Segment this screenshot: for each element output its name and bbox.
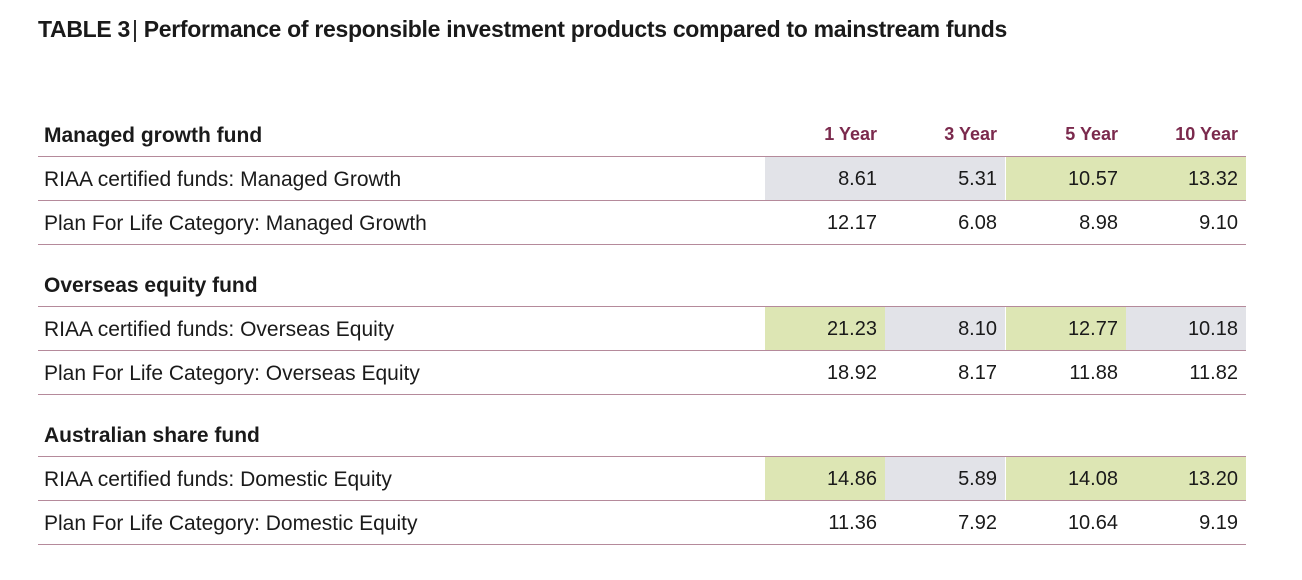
performance-table: Managed growth fund 1 Year 3 Year 5 Year…	[38, 112, 1246, 545]
value-cell: 13.32	[1126, 157, 1246, 200]
value-cell: 8.61	[765, 157, 885, 200]
value-cell: 18.92	[826, 362, 877, 384]
column-header-1-year: 1 Year	[824, 124, 877, 144]
group-title: Overseas equity fund	[44, 274, 258, 297]
group-title: Managed growth fund	[44, 124, 263, 147]
table-row: RIAA certified funds: Overseas Equity 21…	[38, 307, 1246, 351]
column-header-3-year: 3 Year	[944, 124, 997, 144]
value-cell: 11.88	[1069, 362, 1118, 384]
value-cell: 8.17	[958, 362, 997, 384]
column-header-5-year: 5 Year	[1065, 124, 1118, 144]
table-row: RIAA certified funds: Domestic Equity 14…	[38, 457, 1246, 501]
row-label: RIAA certified funds: Managed Growth	[44, 168, 402, 191]
value-cell: 8.10	[885, 307, 1005, 350]
value-cell: 10.18	[1126, 307, 1246, 350]
table-title: TABLE 3| Performance of responsible inves…	[38, 16, 1007, 43]
value-cell: 9.10	[1199, 212, 1238, 234]
value-cell: 11.36	[828, 512, 877, 534]
table-caption: Performance of responsible investment pr…	[143, 16, 1008, 42]
value-cell: 14.86	[765, 457, 885, 500]
value-cell: 12.17	[826, 212, 877, 234]
value-cell: 8.98	[1079, 212, 1118, 234]
value-cell: 5.31	[885, 157, 1005, 200]
table-row: Plan For Life Category: Managed Growth 1…	[38, 201, 1246, 245]
value-cell: 9.19	[1199, 512, 1238, 534]
value-cell: 14.08	[1006, 457, 1126, 500]
group-header-row: Overseas equity fund	[38, 245, 1246, 307]
table-row: Plan For Life Category: Domestic Equity …	[38, 501, 1246, 545]
value-cell: 7.92	[958, 512, 997, 534]
table-row: Plan For Life Category: Overseas Equity …	[38, 351, 1246, 395]
value-cell: 10.64	[1067, 512, 1118, 534]
row-label: Plan For Life Category: Domestic Equity	[44, 512, 418, 535]
value-cell: 21.23	[765, 307, 885, 350]
row-label: Plan For Life Category: Managed Growth	[44, 212, 427, 235]
group-header-row: Managed growth fund 1 Year 3 Year 5 Year…	[38, 112, 1246, 157]
column-header-10-year: 10 Year	[1175, 124, 1238, 144]
row-label: RIAA certified funds: Overseas Equity	[44, 318, 395, 341]
row-label: Plan For Life Category: Overseas Equity	[44, 362, 420, 385]
row-label: RIAA certified funds: Domestic Equity	[44, 468, 392, 491]
value-cell: 12.77	[1006, 307, 1126, 350]
group-header-row: Australian share fund	[38, 395, 1246, 457]
table-row: RIAA certified funds: Managed Growth 8.6…	[38, 157, 1246, 201]
table-number: TABLE 3	[38, 16, 131, 42]
value-cell: 13.20	[1126, 457, 1246, 500]
group-title: Australian share fund	[44, 424, 260, 447]
value-cell: 6.08	[958, 212, 997, 234]
title-separator: |	[132, 16, 138, 42]
value-cell: 11.82	[1189, 362, 1238, 384]
value-cell: 10.57	[1006, 157, 1126, 200]
value-cell: 5.89	[885, 457, 1005, 500]
